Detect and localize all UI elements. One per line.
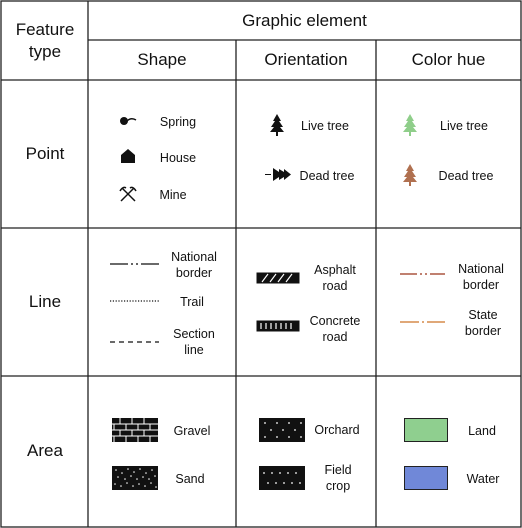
feature-type-header: Feature type [15,20,75,61]
trail-line-symbol [110,300,159,302]
color-live-tree-label: Live tree [440,119,488,133]
sand-pattern-symbol [112,466,158,490]
graphic-element-header: Graphic element [242,11,367,30]
orientation-live-tree-label: Live tree [301,119,349,133]
national-border-line-symbol [110,263,159,265]
tree-icon [403,164,417,186]
state-border-color-symbol [400,321,445,323]
field-crop-label: Field crop [324,463,352,493]
section-line-symbol [110,341,159,343]
water-label: Water [466,472,500,486]
national-border-color-symbol [400,273,445,275]
color-state-border-label: State border [464,308,502,338]
color-dead-tree-label: Dead tree [438,169,494,183]
concrete-road-label: Concrete road [309,314,361,344]
orchard-pattern-symbol [259,418,305,442]
gravel-label: Gravel [173,424,211,438]
gravel-pattern-symbol [112,418,158,442]
water-color-swatch [404,466,448,490]
trail-label: Trail [180,295,204,309]
house-icon [121,149,135,163]
tree-icon [403,114,417,136]
color-national-border-label: National border [458,262,504,292]
orientation-dead-tree-label: Dead tree [299,169,355,183]
sand-label: Sand [175,472,205,486]
asphalt-road-label: Asphalt road [314,263,356,293]
point-row-label: Point [25,144,65,163]
house-label: House [159,151,197,165]
orientation-column-header: Orientation [264,50,348,69]
concrete-road-symbol [256,320,300,332]
mine-icon [119,186,137,202]
asphalt-road-symbol [256,272,300,284]
color-hue-column-header: Color hue [411,50,486,69]
line-row-label: Line [28,292,62,311]
spring-label: Spring [159,115,197,129]
field-crop-pattern-symbol [259,466,305,490]
tree-icon [270,114,284,136]
area-row-label: Area [27,441,63,460]
orchard-label: Orchard [314,423,360,437]
section-line-label: Section line [173,327,215,357]
shape-column-header: Shape [137,50,187,69]
mine-label: Mine [159,188,187,202]
fallen-tree-icon [265,168,291,181]
national-border-label: National border [171,250,217,280]
spring-icon [120,117,137,125]
land-label: Land [468,424,496,438]
land-color-swatch [404,418,448,442]
